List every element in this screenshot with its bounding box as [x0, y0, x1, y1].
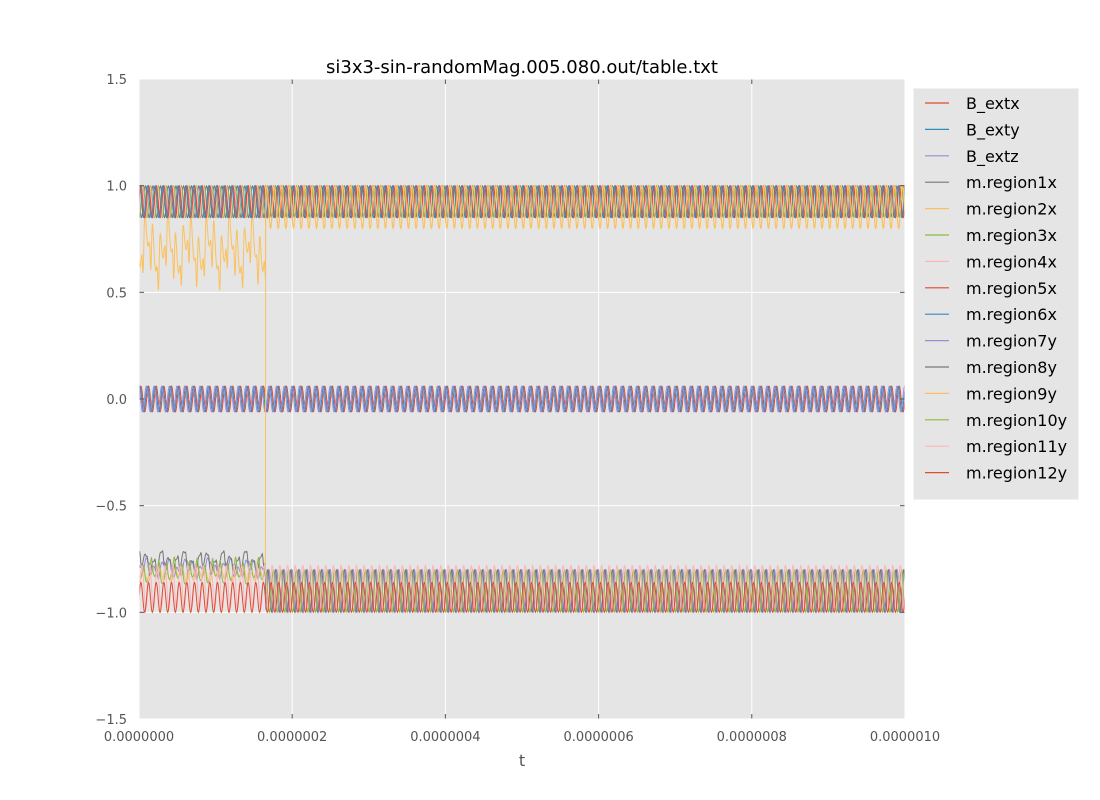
legend-label: m.region12y	[966, 464, 1067, 483]
series-line-b-extz	[138, 385, 906, 413]
y-tick-label: 0.0	[106, 393, 127, 408]
y-tick-label: 0.5	[106, 286, 127, 301]
y-tick-label: −1.5	[95, 713, 127, 728]
x-tick-label: 0.0000002	[257, 730, 327, 745]
legend-label: m.region8y	[966, 358, 1057, 377]
legend-label: m.region3x	[966, 226, 1057, 245]
legend-label: m.region5x	[966, 279, 1057, 298]
legend-label: m.region6x	[966, 305, 1057, 324]
y-tick-label: −0.5	[95, 500, 127, 515]
legend-label: m.region11y	[966, 437, 1067, 456]
legend-box	[912, 87, 1080, 501]
y-tick-label: 1.5	[106, 73, 127, 88]
chart-title: si3x3-sin-randomMag.005.080.out/table.tx…	[326, 57, 718, 78]
legend-label: m.region1x	[966, 173, 1057, 192]
series-line-m-region12y	[138, 581, 906, 614]
legend-label: B_exty	[966, 120, 1020, 140]
legend-label: m.region4x	[966, 252, 1057, 271]
x-tick-label: 0.0000010	[870, 730, 940, 745]
series-layer	[138, 184, 906, 614]
axes: 0.0000000 0.0000002 0.0000004 0.0000006 0.00…	[95, 73, 940, 745]
series-line-m-region9y	[138, 184, 906, 584]
legend-label: m.region2x	[966, 200, 1057, 219]
x-axis-label: t	[519, 751, 525, 770]
legend: B_extx B_exty B_extz m.region1x m.region2x m.…	[912, 87, 1080, 501]
x-tick-label: 0.0000006	[563, 730, 633, 745]
legend-label: m.region9y	[966, 384, 1057, 403]
series-line-m-region11y	[138, 564, 906, 609]
x-tick-label: 0.0000008	[717, 730, 787, 745]
legend-label: m.region7y	[966, 332, 1057, 351]
plot-frame	[138, 78, 906, 720]
series-line-b-exty	[138, 385, 906, 413]
legend-label: m.region10y	[966, 411, 1067, 430]
x-tick-label: 0.0000004	[410, 730, 480, 745]
legend-label: B_extx	[966, 94, 1020, 114]
y-tick-label: 1.0	[106, 180, 127, 195]
x-tick-label: 0.0000000	[104, 730, 174, 745]
y-tick-label: −1.0	[95, 606, 127, 621]
legend-label: B_extz	[966, 147, 1019, 167]
series-line-m-region6x	[138, 185, 906, 219]
